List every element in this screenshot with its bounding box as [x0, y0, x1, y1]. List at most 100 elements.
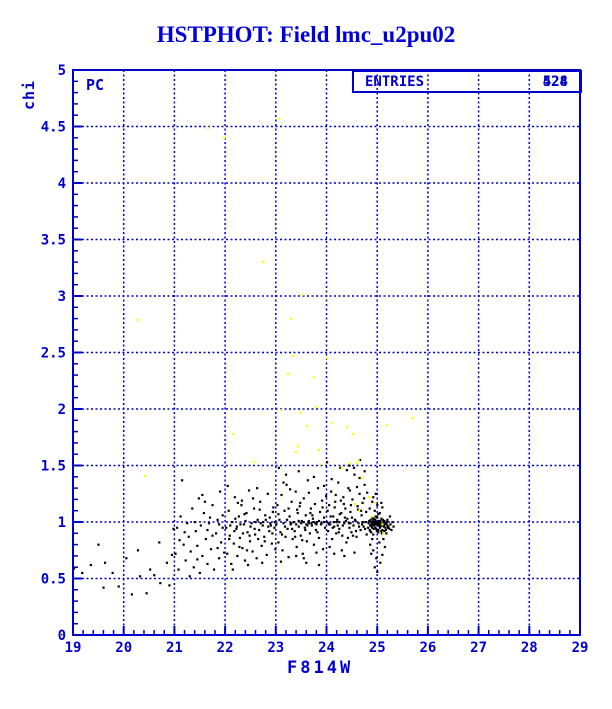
data-point-stars-black: [349, 504, 353, 507]
y-tick-label: 3.5: [41, 233, 66, 249]
data-point-stars-yellow: [232, 432, 235, 436]
data-point-stars-black: [295, 545, 298, 549]
data-point-stars-black: [236, 501, 239, 504]
data-point-stars-black: [305, 523, 308, 526]
data-point-stars-black: [248, 534, 251, 537]
data-point-stars-black: [384, 526, 387, 529]
data-point-stars-black: [280, 493, 283, 497]
data-point-stars-black: [322, 484, 326, 488]
data-point-stars-black: [158, 541, 161, 544]
data-point-stars-yellow: [382, 532, 385, 535]
entries-count-secondary: 424: [542, 73, 568, 90]
y-tick-label: 0.5: [41, 572, 66, 588]
data-point-stars-black: [221, 526, 224, 529]
data-point-stars-black: [284, 535, 287, 538]
data-point-stars-black: [232, 542, 235, 545]
data-point-stars-yellow: [206, 126, 210, 129]
data-point-stars-black: [372, 549, 375, 552]
data-point-stars-black: [159, 582, 162, 585]
data-point-stars-black: [239, 523, 242, 526]
data-point-stars-black: [375, 557, 378, 560]
data-point-stars-yellow: [360, 476, 364, 480]
data-point-stars-black: [240, 504, 243, 507]
data-point-stars-black: [317, 519, 321, 523]
data-point-stars-black: [339, 499, 342, 502]
x-tick-label: 28: [521, 640, 538, 656]
x-tick-label: 23: [267, 640, 284, 656]
data-point-stars-black: [363, 497, 366, 500]
data-point-stars-black: [358, 458, 362, 462]
data-point-stars-black: [373, 524, 376, 527]
data-point-stars-black: [182, 543, 185, 546]
data-point-stars-black: [361, 501, 364, 504]
data-point-stars-black: [315, 521, 319, 524]
data-point-stars-black: [332, 521, 335, 524]
data-point-stars-black: [294, 535, 297, 538]
data-point-stars-black: [314, 522, 317, 525]
data-point-stars-black: [359, 509, 363, 512]
data-point-stars-black: [320, 522, 323, 525]
entries-count-primary: 528: [542, 73, 568, 90]
data-point-stars-black: [264, 514, 267, 517]
data-point-stars-black: [367, 526, 370, 529]
data-point-stars-black: [277, 466, 281, 469]
data-point-stars-black: [202, 511, 206, 515]
data-point-stars-black: [281, 549, 284, 552]
data-point-stars-yellow: [357, 509, 361, 512]
data-point-stars-black: [277, 541, 280, 544]
data-point-stars-black: [372, 527, 375, 530]
data-point-stars-black: [333, 506, 336, 509]
data-point-stars-black: [340, 511, 343, 515]
data-point-stars-black: [360, 514, 363, 517]
data-point-stars-black: [247, 489, 251, 492]
data-point-stars-black: [323, 526, 327, 529]
data-point-stars-black: [282, 481, 285, 484]
data-point-stars-black: [282, 522, 285, 525]
data-point-stars-black: [231, 568, 234, 571]
data-point-stars-black: [309, 511, 312, 515]
data-point-stars-black: [194, 530, 197, 533]
data-point-stars-black: [351, 534, 355, 537]
data-point-stars-black: [216, 518, 219, 521]
data-point-stars-black: [351, 498, 354, 501]
data-point-stars-black: [149, 568, 152, 571]
y-tick-label: 2: [58, 402, 66, 418]
data-point-stars-black: [322, 521, 326, 524]
data-point-stars-black: [248, 540, 252, 543]
data-point-stars-black: [177, 568, 180, 571]
data-point-stars-black: [365, 533, 368, 536]
data-point-stars-black: [299, 501, 302, 504]
data-point-stars-black: [375, 527, 378, 530]
data-point-stars-black: [259, 500, 262, 503]
data-point-stars-black: [201, 493, 204, 497]
data-point-stars-black: [226, 552, 229, 555]
data-point-stars-black: [348, 526, 351, 529]
data-point-stars-black: [367, 522, 370, 525]
data-point-stars-black: [307, 491, 310, 494]
x-tick-label: 24: [318, 640, 335, 656]
data-point-stars-black: [342, 496, 345, 499]
data-point-stars-black: [381, 553, 384, 556]
data-point-stars-black: [207, 522, 211, 525]
data-point-stars-black: [310, 522, 313, 525]
data-point-stars-yellow: [340, 466, 343, 469]
data-point-stars-black: [371, 537, 374, 541]
data-point-stars-black: [380, 501, 383, 504]
data-point-stars-black: [218, 557, 221, 560]
data-point-stars-black: [257, 537, 260, 541]
data-point-stars-black: [388, 527, 391, 530]
data-point-stars-black: [368, 528, 371, 532]
data-point-stars-yellow: [290, 317, 293, 320]
data-point-stars-black: [117, 585, 120, 588]
data-point-stars-black: [374, 518, 377, 521]
data-point-stars-black: [353, 551, 356, 554]
data-point-stars-black: [377, 528, 380, 532]
data-point-stars-black: [346, 536, 349, 540]
data-point-stars-black: [212, 568, 216, 571]
data-point-stars-black: [370, 525, 373, 528]
data-point-stars-black: [178, 539, 181, 542]
data-point-stars-black: [292, 521, 295, 524]
data-point-stars-black: [241, 532, 245, 535]
data-point-stars-black: [280, 533, 284, 536]
data-point-stars-black: [262, 521, 265, 524]
